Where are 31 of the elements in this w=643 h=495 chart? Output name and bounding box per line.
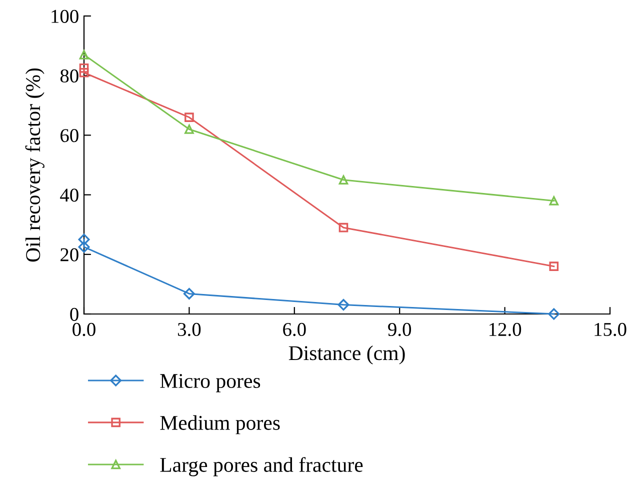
legend-label: Micro pores [160, 374, 260, 392]
point [548, 308, 560, 320]
x-tick-label: 15.0 [594, 322, 626, 336]
point [338, 222, 348, 232]
y-tick-label: 80 [60, 69, 78, 83]
point [338, 299, 350, 311]
y-tick-label: 100 [52, 10, 78, 23]
y-axis-title: Oil recovery factor (%) [25, 68, 44, 262]
point [79, 68, 89, 78]
point [79, 50, 89, 60]
y-tick-label: 60 [60, 129, 78, 142]
point [184, 112, 194, 122]
point [183, 288, 195, 300]
point [549, 196, 559, 206]
x-tick-label: 12.0 [489, 322, 522, 336]
x-tick-label: 6.0 [283, 322, 306, 336]
y-tick-label: 40 [60, 188, 78, 202]
x-axis-title: Distance (cm) [288, 346, 405, 364]
y-tick-label: 0 [70, 308, 78, 321]
point [338, 175, 348, 185]
x-tick-label: 0.0 [72, 322, 96, 336]
y-tick-label: 20 [60, 248, 78, 262]
point [549, 262, 559, 271]
legend-label: Medium pores [160, 415, 280, 434]
legend-label: Large pores and fracture [160, 457, 363, 476]
point [184, 124, 194, 134]
point [78, 241, 90, 253]
point [78, 234, 90, 246]
point [79, 63, 89, 73]
x-tick-label: 3.0 [178, 322, 201, 336]
x-tick-label: 9.0 [388, 322, 412, 336]
